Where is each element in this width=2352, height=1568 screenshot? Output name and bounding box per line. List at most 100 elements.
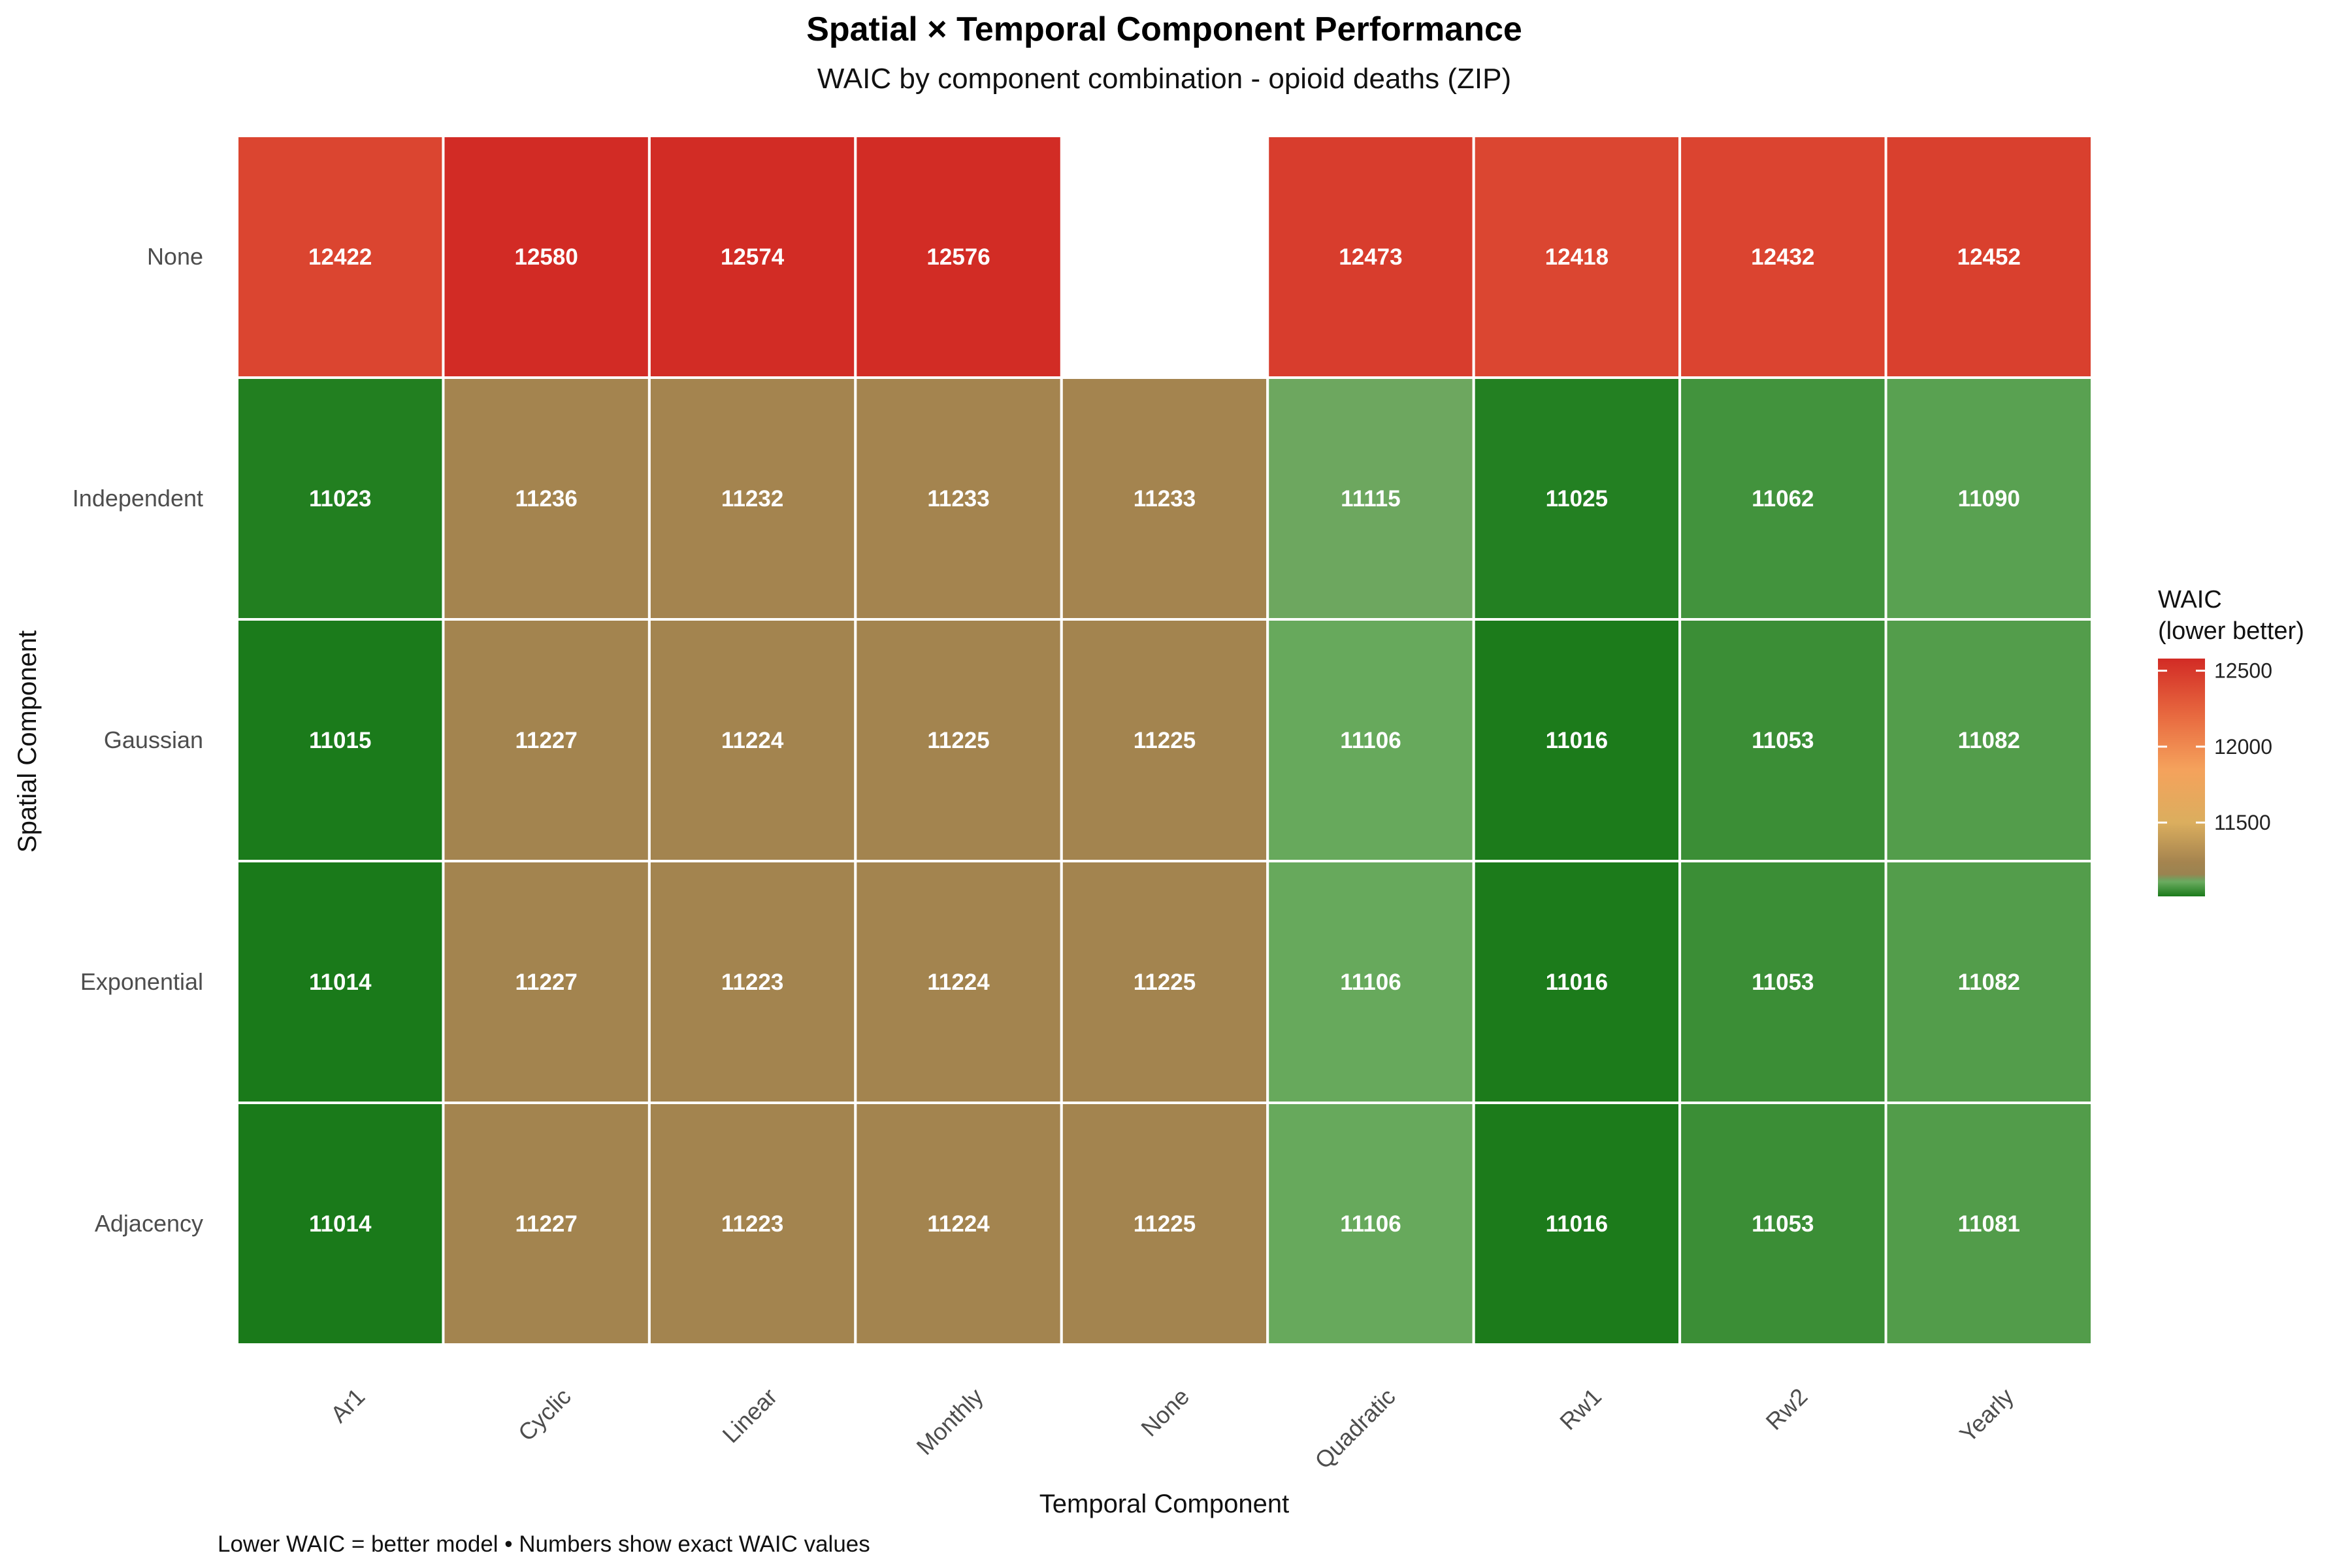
cell-value-none-quadratic: 12473: [1339, 244, 1402, 270]
heatmap-cell-gaussian-none: [1060, 618, 1269, 862]
heatmap-cell-exponential-cyclic: [442, 860, 651, 1104]
y-tick-label-exponential: Exponential: [80, 968, 203, 995]
cell-value-gaussian-rw2: 11053: [1752, 728, 1814, 753]
heatmap-cell-adjacency-rw1: [1472, 1102, 1682, 1346]
x-axis-tick-labels: Ar1 Cyclic Linear Monthly None Quadratic Rw1 Rw…: [325, 1383, 2019, 1474]
heatmap-cell-exponential-linear: [647, 860, 857, 1104]
y-axis-title: Spatial Component: [13, 630, 42, 853]
heatmap-cell-adjacency-cyclic: [442, 1102, 651, 1346]
heatmap-cell-none-quadratic: [1266, 135, 1475, 379]
cell-value-independent-ar1: 11023: [309, 486, 371, 512]
heatmap-cell-independent-monthly: [854, 376, 1063, 621]
heatmap-cell-gaussian-linear: [647, 618, 857, 862]
legend-tick-label: 12500: [2214, 659, 2272, 683]
heatmap-cell-gaussian-quadratic: [1266, 618, 1475, 862]
heatmap-cell-none-cyclic: [442, 135, 651, 379]
x-tick-label-cyclic: Cyclic: [513, 1383, 576, 1446]
cell-value-adjacency-monthly: 11224: [927, 1211, 990, 1237]
cell-value-adjacency-linear: 11223: [721, 1211, 783, 1237]
legend-color-bar: [2158, 659, 2205, 896]
cell-value-exponential-linear: 11223: [721, 970, 783, 995]
cell-value-gaussian-ar1: 11015: [309, 728, 371, 753]
y-tick-label-independent: Independent: [73, 485, 203, 512]
heatmap-cell-adjacency-monthly: [854, 1102, 1063, 1346]
y-axis-tick-labels: None Independent Gaussian Exponential Adjace…: [73, 243, 203, 1237]
cell-value-independent-none: 11233: [1134, 486, 1196, 512]
heatmap-cell-adjacency-yearly: [1884, 1102, 2094, 1346]
cell-value-adjacency-quadratic: 11106: [1340, 1211, 1401, 1237]
cell-value-exponential-cyclic: 11227: [515, 970, 577, 995]
x-tick-label-quadratic: Quadratic: [1309, 1383, 1400, 1474]
legend-tick-label: 11500: [2214, 811, 2271, 834]
x-tick-label-rw1: Rw1: [1554, 1383, 1607, 1435]
cell-value-adjacency-yearly: 11081: [1958, 1211, 2020, 1237]
cell-value-adjacency-ar1: 11014: [309, 1211, 372, 1237]
cell-value-gaussian-none: 11225: [1134, 728, 1196, 753]
cell-value-none-rw2: 12432: [1751, 244, 1814, 270]
heatmap-cell-none-rw1: [1472, 135, 1682, 379]
heatmap-cell-adjacency-none: [1060, 1102, 1269, 1346]
heatmap-cell-adjacency-quadratic: [1266, 1102, 1475, 1346]
legend-ticks: 12500 12000 11500: [2158, 659, 2272, 834]
cell-value-independent-quadratic: 11115: [1341, 486, 1401, 512]
legend-tick-label: 12000: [2214, 735, 2272, 759]
cell-value-exponential-rw2: 11053: [1752, 970, 1814, 995]
cell-value-none-rw1: 12418: [1545, 244, 1609, 270]
cell-value-independent-cyclic: 11236: [515, 486, 577, 512]
cell-value-adjacency-rw1: 11016: [1546, 1211, 1608, 1237]
heatmap-cell-gaussian-ar1: [236, 618, 445, 862]
cell-value-independent-rw2: 11062: [1752, 486, 1814, 512]
heatmap-cell-independent-yearly: [1884, 376, 2094, 621]
heatmap-cell-independent-rw2: [1678, 376, 1887, 621]
y-tick-label-none: None: [147, 243, 203, 270]
x-tick-label-monthly: Monthly: [911, 1383, 988, 1460]
x-tick-label-rw2: Rw2: [1761, 1383, 1813, 1435]
y-tick-label-adjacency: Adjacency: [95, 1210, 203, 1237]
cell-value-adjacency-cyclic: 11227: [515, 1211, 577, 1237]
chart-subtitle: WAIC by component combination - opioid d…: [817, 63, 1511, 95]
heatmap-cell-none-linear: [647, 135, 857, 379]
cell-value-none-yearly: 12452: [1957, 244, 2021, 270]
x-tick-label-yearly: Yearly: [1954, 1383, 2019, 1448]
heatmap-cell-none-yearly: [1884, 135, 2094, 379]
heatmap-cell-exponential-ar1: [236, 860, 445, 1104]
x-tick-label-ar1: Ar1: [325, 1383, 370, 1428]
cell-value-gaussian-linear: 11224: [721, 728, 784, 753]
heatmap-cell-exponential-none: [1060, 860, 1269, 1104]
heatmap-cell-gaussian-rw2: [1678, 618, 1887, 862]
heatmap-cell-independent-none: [1060, 376, 1269, 621]
heatmap-cell-adjacency-linear: [647, 1102, 857, 1346]
heatmap-cell-gaussian-cyclic: [442, 618, 651, 862]
y-tick-label-gaussian: Gaussian: [104, 727, 203, 753]
cell-value-gaussian-quadratic: 11106: [1340, 728, 1401, 753]
cell-value-independent-yearly: 11090: [1958, 486, 2020, 512]
color-legend: WAIC (lower better) 12500 12000 11500: [2158, 586, 2304, 896]
cell-value-independent-linear: 11232: [721, 486, 783, 512]
heatmap-cell-independent-quadratic: [1266, 376, 1475, 621]
heatmap-cell-gaussian-monthly: [854, 618, 1063, 862]
heatmap-cell-adjacency-ar1: [236, 1102, 445, 1346]
cell-value-exponential-yearly: 11082: [1958, 970, 2020, 995]
cell-value-none-cyclic: 12580: [515, 244, 578, 270]
cell-value-gaussian-yearly: 11082: [1958, 728, 2020, 753]
cell-value-gaussian-monthly: 11225: [927, 728, 989, 753]
cell-value-exponential-monthly: 11224: [927, 970, 990, 995]
x-tick-label-linear: Linear: [717, 1383, 783, 1448]
cell-value-independent-rw1: 11025: [1546, 486, 1608, 512]
heatmap-cell-independent-cyclic: [442, 376, 651, 621]
heatmap-cells: [236, 135, 2094, 1346]
x-axis-title: Temporal Component: [1039, 1490, 1289, 1518]
chart-title: Spatial × Temporal Component Performance: [806, 10, 1522, 48]
heatmap-cell-exponential-yearly: [1884, 860, 2094, 1104]
cell-value-none-linear: 12574: [721, 244, 785, 270]
heatmap-cell-gaussian-yearly: [1884, 618, 2094, 862]
cell-value-exponential-quadratic: 11106: [1340, 970, 1401, 995]
cell-value-gaussian-cyclic: 11227: [515, 728, 577, 753]
heatmap-cell-adjacency-rw2: [1678, 1102, 1887, 1346]
cell-value-exponential-ar1: 11014: [309, 970, 372, 995]
cell-value-adjacency-rw2: 11053: [1752, 1211, 1814, 1237]
cell-value-adjacency-none: 11225: [1134, 1211, 1196, 1237]
legend-title-line1: WAIC: [2158, 586, 2222, 613]
x-tick-label-none: None: [1135, 1383, 1194, 1442]
